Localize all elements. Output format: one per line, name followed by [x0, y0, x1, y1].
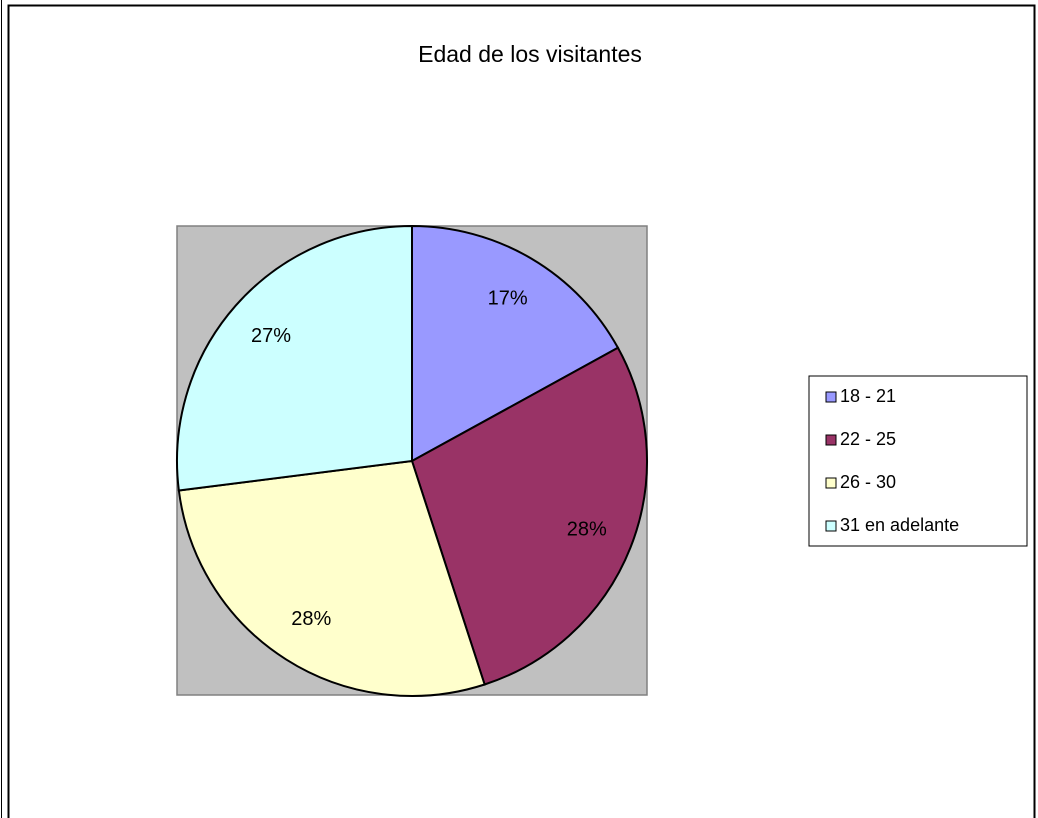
chart-frame — [7, 4, 1036, 818]
legend-label: 31 en adelante — [840, 515, 959, 535]
data-label: 27% — [251, 325, 291, 347]
legend-label: 26 - 30 — [840, 472, 896, 492]
legend-label: 22 - 25 — [840, 429, 896, 449]
legend — [808, 375, 1028, 547]
data-label: 28% — [567, 518, 607, 540]
legend-swatch — [825, 477, 837, 489]
data-label: 17% — [488, 287, 528, 309]
data-label: 28% — [291, 608, 331, 630]
legend-swatch — [825, 434, 837, 446]
pie-slice — [410, 346, 648, 686]
chart-title: Edad de los visitantes — [418, 41, 642, 67]
pie: 17% 28% 28% 27% — [176, 224, 648, 697]
legend-swatch — [825, 391, 837, 403]
pie-slice — [176, 224, 413, 492]
legend-label: 18 - 21 — [840, 386, 896, 406]
pie-slice — [411, 224, 620, 463]
legend-items: 18 - 21 22 - 25 26 - 30 31 en adelante — [825, 386, 959, 535]
pie-slice — [177, 459, 486, 697]
legend-swatch — [825, 520, 837, 532]
